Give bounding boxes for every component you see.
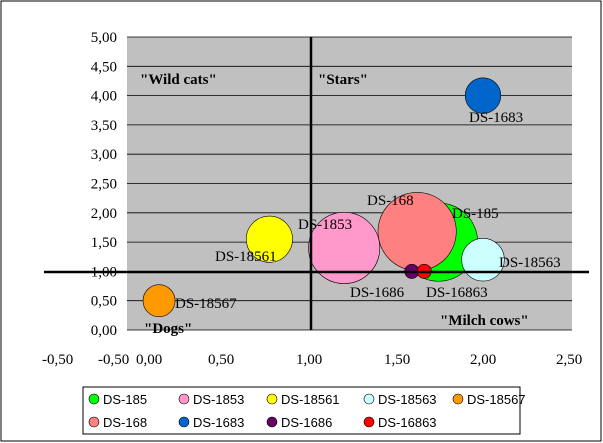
bubble-label-ds-185: DS-185 [452, 206, 499, 222]
bubble-labels: DS-185 DS-1853 DS-18561 DS-18563 DS-18567 DS-… [175, 110, 561, 312]
y-tick-label: 0,50 [91, 294, 117, 310]
y-tick-label: 3,00 [91, 147, 117, 163]
x-tick-label: 0,50 [208, 352, 234, 368]
quadrant-label-stars: "Stars" [318, 72, 368, 88]
legend-label: DS-1686 [281, 415, 332, 430]
legend: DS-185 DS-1853 DS-18561 DS-18563 DS-18567 DS-… [82, 386, 526, 435]
y-tick-label: 2,00 [91, 206, 117, 222]
bubble-ds-18561 [245, 215, 293, 263]
y-tick-label: 1,50 [91, 235, 117, 251]
y-tick-label: 2,50 [91, 177, 117, 193]
y-tick-label: 0,00 [91, 323, 117, 339]
bubble-label-ds-16863: DS-16863 [426, 285, 488, 301]
bubble-label-ds-168: DS-168 [367, 193, 414, 209]
legend-item-ds-1683: DS-1683 [178, 415, 244, 430]
legend-item-ds-185: DS-185 [88, 392, 147, 407]
x-tick-label: 0,00 [136, 352, 162, 368]
legend-marker [178, 393, 190, 405]
bubble-ds-18563 [461, 238, 505, 282]
legend-marker [363, 393, 375, 405]
legend-label: DS-18563 [378, 392, 437, 407]
legend-box [82, 386, 521, 435]
bubble-label-ds-1853: DS-1853 [298, 217, 352, 233]
legend-label: DS-1683 [193, 415, 244, 430]
legend-marker [363, 416, 375, 428]
legend-marker [266, 416, 278, 428]
legend-marker [452, 393, 464, 405]
legend-label: DS-18567 [467, 392, 526, 407]
legend-label: DS-18561 [281, 392, 340, 407]
bubble-label-ds-1686: DS-1686 [350, 285, 405, 301]
quadrant-label-dogs: "Dogs" [144, 321, 192, 337]
legend-marker [266, 393, 278, 405]
y-tick-label: 3,50 [91, 118, 117, 134]
bubble-label-ds-18561: DS-18561 [215, 249, 277, 265]
bubble-ds-1853 [308, 212, 381, 284]
bubble-ds-18567 [142, 284, 176, 318]
legend-item-ds-1686: DS-1686 [266, 415, 332, 430]
legend-item-ds-18563: DS-18563 [363, 392, 437, 407]
legend-marker [88, 393, 100, 405]
legend-marker [88, 416, 100, 428]
quadrant-label-milch-cows: "Milch cows" [440, 313, 529, 329]
bubble-ds-1683 [464, 77, 502, 114]
legend-label: DS-168 [103, 415, 147, 430]
y-tick-label: 5,00 [91, 30, 117, 46]
x-tick-label: 2,50 [556, 352, 582, 368]
x-tick-label: -0,50 [42, 352, 73, 368]
y-tick-label: 4,50 [91, 59, 117, 75]
bubbles [142, 77, 505, 318]
legend-label: DS-1853 [193, 392, 244, 407]
x-axis-ticks: -0,50 -0,50 0,00 0,50 1,00 1,50 2,00 2,50 [42, 352, 582, 368]
bubble-label-ds-18567: DS-18567 [175, 296, 237, 312]
legend-label: DS-185 [103, 392, 147, 407]
quadrant-label-wild-cats: "Wild cats" [140, 72, 217, 88]
legend-item-ds-16863: DS-16863 [363, 415, 437, 430]
x-tick-label: 2,00 [470, 352, 496, 368]
x-tick-label: 1,50 [384, 352, 410, 368]
x-tick-label: -0,50 [98, 352, 129, 368]
bubble-label-ds-18563: DS-18563 [499, 255, 561, 271]
x-tick-label: 1,00 [296, 352, 322, 368]
legend-label: DS-16863 [378, 415, 437, 430]
y-tick-label: 4,00 [91, 89, 117, 105]
legend-item-ds-168: DS-168 [88, 415, 147, 430]
legend-item-ds-1853: DS-1853 [178, 392, 244, 407]
legend-item-ds-18567: DS-18567 [452, 392, 526, 407]
bubble-label-ds-1683: DS-1683 [469, 110, 523, 126]
legend-item-ds-18561: DS-18561 [266, 392, 340, 407]
legend-marker [178, 416, 190, 428]
